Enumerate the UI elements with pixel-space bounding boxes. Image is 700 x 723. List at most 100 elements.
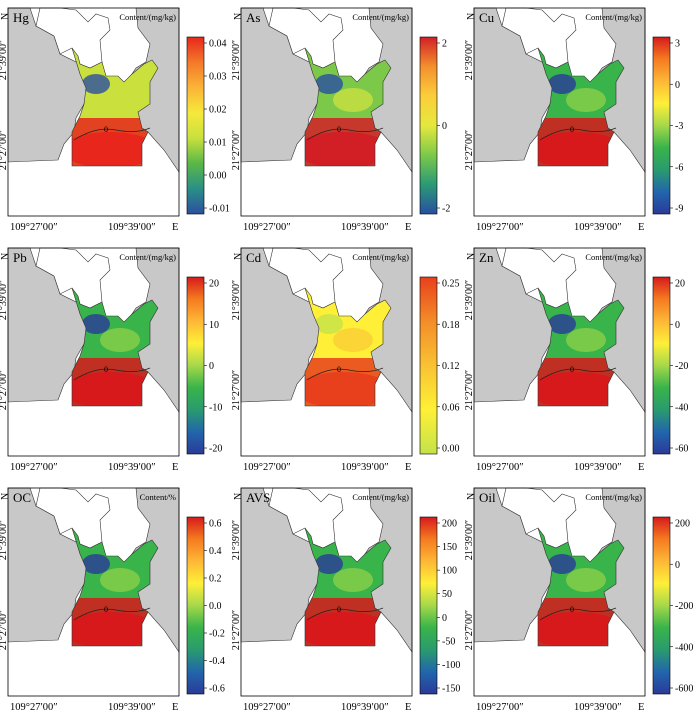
colorbar-tick-label: -0.6 — [209, 684, 225, 695]
field-mid — [100, 88, 140, 112]
map-border — [7, 7, 180, 217]
colorbar-tick-label: 0.02 — [209, 105, 227, 116]
lat-north-label: 21°39′00″ — [0, 280, 9, 320]
contour-label: 0 — [570, 365, 574, 374]
bay-outline — [71, 287, 159, 407]
panel-hg: 0 Hg Content/(mg/kg) N 21°39′00″ 21°27′00″ 109… — [0, 7, 230, 233]
colorbar-tick-label: 0.6 — [209, 519, 222, 530]
colorbar-tick-label: -40 — [675, 402, 688, 413]
east-label: E — [172, 702, 178, 713]
map-border — [7, 247, 180, 457]
east-label: E — [405, 702, 411, 713]
lon-east-label: 109°39′00″ — [574, 462, 622, 473]
colorbar-tick-label: 0 — [675, 80, 680, 91]
colorbar-tick-label: -600 — [675, 684, 693, 695]
field-low — [82, 554, 110, 574]
field-low — [82, 314, 110, 334]
colorbar-tick-label: -0.01 — [209, 204, 230, 215]
unit-label: Content/(mg/kg) — [585, 12, 642, 22]
contour-line — [539, 127, 617, 141]
unit-label: Content/% — [140, 492, 176, 502]
lon-west-label: 109°27′00″ — [476, 702, 524, 713]
contour-line — [539, 607, 617, 621]
panel-avs: 0 AVS Content/(mg/kg) N 21°39′00″ 21°27′00″ 10… — [231, 487, 460, 713]
field-mid — [566, 88, 606, 112]
unit-label: Content/(mg/kg) — [352, 252, 409, 262]
colorbar: 200 0 -200 -400 -600 — [652, 516, 693, 695]
colorbar-tick-label: -200 — [675, 601, 693, 612]
colorbar-ramp — [652, 516, 671, 695]
lat-north-label: 21°39′00″ — [231, 280, 242, 320]
lon-east-label: 109°39′00″ — [108, 222, 156, 233]
unit-label: Content/(mg/kg) — [352, 12, 409, 22]
field-mid — [333, 568, 373, 592]
colorbar-tick-label: 200 — [675, 519, 690, 530]
field-low — [315, 554, 343, 574]
lat-north-label: 21°39′00″ — [0, 40, 9, 80]
field-low — [548, 554, 576, 574]
colorbar-tick-label: 3 — [675, 39, 680, 50]
upper-bay — [501, 7, 577, 69]
contour-line — [73, 127, 151, 141]
colorbar: 0.04 0.03 0.02 0.01 0.00 -0.01 — [186, 36, 230, 215]
north-label: N — [466, 493, 477, 500]
colorbar-tick-label: 0.25 — [442, 279, 460, 290]
colorbar: 20 10 0 -10 -20 — [186, 276, 222, 455]
colorbar-tick-label: -2 — [442, 204, 450, 215]
colorbar-tick-label: 0.18 — [442, 320, 460, 331]
lon-east-label: 109°39′00″ — [341, 702, 389, 713]
panel-label: AVS — [246, 490, 270, 505]
colorbar-tick-label: 0.0 — [209, 601, 222, 612]
colorbar-tick-label: -3 — [675, 121, 683, 132]
bay-outline — [537, 47, 625, 167]
panel-label: OC — [13, 490, 31, 505]
field-hotspot — [72, 612, 158, 646]
field-low — [548, 314, 576, 334]
colorbar: 3 0 -3 -6 -9 — [652, 36, 683, 215]
lat-south-label: 21°27′00″ — [0, 130, 9, 170]
east-label: E — [172, 462, 178, 473]
lon-west-label: 109°27′00″ — [476, 462, 524, 473]
panel-pb: 0 Pb Content/(mg/kg) N 21°39′00″ 21°27′00″ 109… — [0, 247, 222, 473]
north-label: N — [466, 253, 477, 260]
contour-line — [306, 367, 384, 381]
colorbar-tick-label: 10 — [209, 320, 219, 331]
lat-south-label: 21°27′00″ — [231, 610, 242, 650]
colorbar-tick-label: 0.00 — [442, 444, 460, 455]
north-label: N — [0, 253, 11, 260]
lon-east-label: 109°39′00″ — [574, 222, 622, 233]
bay-outline — [71, 527, 159, 647]
field-mid — [100, 568, 140, 592]
east-label: E — [638, 222, 644, 233]
contour-label: 0 — [104, 605, 108, 614]
colorbar-tick-label: -60 — [675, 444, 688, 455]
lon-east-label: 109°39′00″ — [574, 702, 622, 713]
colorbar-tick-label: -9 — [675, 204, 683, 215]
lon-west-label: 109°27′00″ — [10, 462, 58, 473]
bay-outline — [537, 527, 625, 647]
upper-bay — [35, 247, 111, 309]
colorbar-tick-label: -0.2 — [209, 629, 225, 640]
lon-east-label: 109°39′00″ — [108, 462, 156, 473]
field-mid — [100, 328, 140, 352]
colorbar: 20 0 -20 -40 -60 — [652, 276, 688, 455]
upper-bay — [35, 7, 111, 69]
contour-label: 0 — [104, 125, 108, 134]
colorbar-tick-label: 150 — [442, 542, 457, 553]
colorbar-tick-label: 2 — [442, 39, 447, 50]
map-border — [240, 487, 413, 697]
lon-west-label: 109°27′00″ — [10, 702, 58, 713]
upper-bay — [501, 487, 577, 549]
east-label: E — [638, 702, 644, 713]
north-label: N — [0, 493, 11, 500]
colorbar-ramp — [186, 276, 205, 455]
colorbar-tick-label: -10 — [209, 402, 222, 413]
colorbar-tick-label: 0.04 — [209, 39, 227, 50]
contour-line — [306, 127, 384, 141]
field-hotspot — [538, 372, 624, 406]
map-border — [240, 247, 413, 457]
colorbar-ramp — [186, 36, 205, 215]
north-label: N — [0, 13, 11, 20]
lon-west-label: 109°27′00″ — [10, 222, 58, 233]
lat-north-label: 21°39′00″ — [464, 40, 475, 80]
